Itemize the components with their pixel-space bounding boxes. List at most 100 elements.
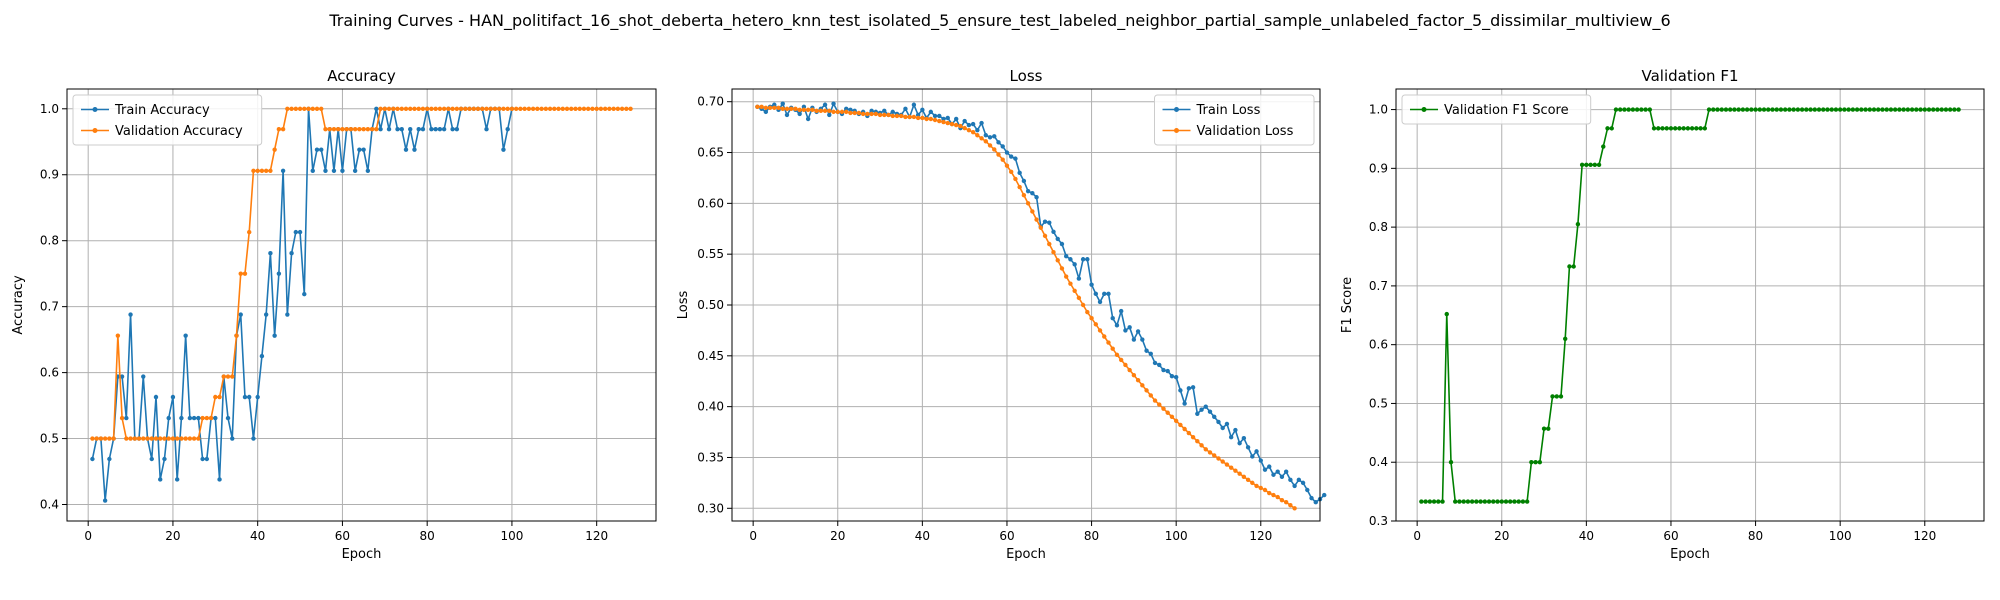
loss-data-point [882,108,887,114]
accuracy-y-tick-label: 0.7 [40,300,59,314]
accuracy-data-point [560,106,565,111]
validation-f1-data-point [1774,107,1779,112]
accuracy-data-point [204,456,210,462]
loss-legend-marker [1174,128,1179,133]
validation-f1-data-point [1744,107,1750,112]
loss-data-point [1008,169,1014,175]
accuracy-data-point [331,168,337,173]
loss-data-point [1097,328,1103,333]
loss-data-point [945,115,950,121]
loss-data-point [1013,156,1018,161]
loss-data-point [966,122,972,128]
loss-series-1 [755,104,1297,511]
loss-y-tick-label: 0.65 [697,146,724,160]
accuracy-data-point [310,106,315,111]
accuracy-data-point [509,106,515,111]
accuracy-data-point [276,127,282,132]
loss-data-point [1283,469,1289,474]
accuracy-data-point [230,436,235,441]
loss-data-point [1271,492,1276,498]
loss-data-point [1216,456,1221,461]
accuracy-x-tick-label: 80 [420,529,435,543]
accuracy-data-point [107,456,112,462]
accuracy-data-point [505,127,510,132]
validation-f1-data-point [1888,107,1894,112]
validation-f1-data-point [1833,107,1839,112]
accuracy-data-point [501,106,506,111]
accuracy-data-point [615,106,621,111]
accuracy-data-point [297,229,303,235]
accuracy-data-point [196,415,201,421]
accuracy-data-point [535,106,540,111]
validation-f1-data-point [1901,107,1906,112]
accuracy-data-point [408,106,413,111]
validation-f1-data-point [1723,107,1729,112]
accuracy-data-point [255,394,260,400]
accuracy-data-point [251,436,256,441]
loss-data-point [1195,411,1200,416]
validation-f1-data-point [1436,499,1441,504]
loss-data-point [1144,348,1149,353]
loss-data-point [1241,474,1247,479]
accuracy-data-point [174,436,180,441]
accuracy-chart: 0 20 40 60 80 100 120 0.4 0.5 0.6 0.7 0.8 0.9 1.0 Accu… [11,67,657,562]
accuracy-data-point [187,436,193,441]
accuracy-data-point [221,374,226,379]
loss-data-point [1275,469,1280,474]
validation-f1-x-tick-label: 60 [1663,529,1678,543]
accuracy-data-point [319,106,324,111]
loss-data-point [763,105,769,111]
loss-data-point [1127,325,1132,330]
loss-data-point [1292,506,1297,511]
validation-f1-data-point [1837,107,1843,112]
validation-f1-x-tick-label: 100 [1829,529,1852,543]
validation-f1-legend-label: Validation F1 Score [1444,103,1569,118]
loss-data-point [1127,367,1132,373]
validation-f1-data-point [1482,499,1488,504]
accuracy-data-point [454,127,460,132]
loss-data-point [915,115,921,121]
accuracy-data-point [463,106,468,111]
loss-data-point [1076,276,1082,281]
accuracy-data-point [90,456,95,462]
loss-data-point [979,120,984,126]
loss-data-point [987,143,993,148]
accuracy-data-point [302,291,307,297]
validation-f1-data-point [1419,499,1424,504]
validation-f1-data-point [1431,499,1437,504]
accuracy-data-point [204,415,210,421]
validation-f1-data-point [1698,126,1703,131]
loss-data-point [1237,471,1242,476]
validation-f1-x-axis-label: Epoch [1670,547,1710,562]
validation-f1-data-point [1766,107,1771,112]
validation-f1-data-point [1715,107,1720,112]
loss-data-point [1089,316,1094,321]
accuracy-data-point [149,456,154,462]
validation-f1-data-point [1596,162,1602,168]
loss-data-point [1309,495,1314,501]
validation-f1-data-point [1702,126,1708,131]
validation-f1-data-point [1524,499,1530,504]
accuracy-y-tick-label: 1.0 [40,102,59,116]
accuracy-data-point [408,127,413,132]
accuracy-data-point [179,415,184,421]
loss-data-point [1114,323,1120,328]
loss-data-point [801,104,807,109]
loss-data-point [797,107,802,113]
validation-f1-data-point [1863,107,1868,112]
accuracy-data-point [115,333,121,338]
loss-data-point [1271,472,1276,477]
loss-data-point [962,118,967,124]
loss-data-point [772,102,777,107]
loss-data-point [1186,386,1192,391]
accuracy-data-point [480,106,485,111]
validation-f1-data-point [1943,107,1949,112]
loss-data-point [903,106,908,112]
loss-data-point [1169,414,1175,420]
loss-data-point [1063,254,1069,259]
accuracy-data-point [344,127,349,132]
validation-f1-data-point [1656,126,1661,131]
loss-data-point [966,127,972,133]
accuracy-data-point [162,436,167,441]
loss-data-point [894,113,900,119]
